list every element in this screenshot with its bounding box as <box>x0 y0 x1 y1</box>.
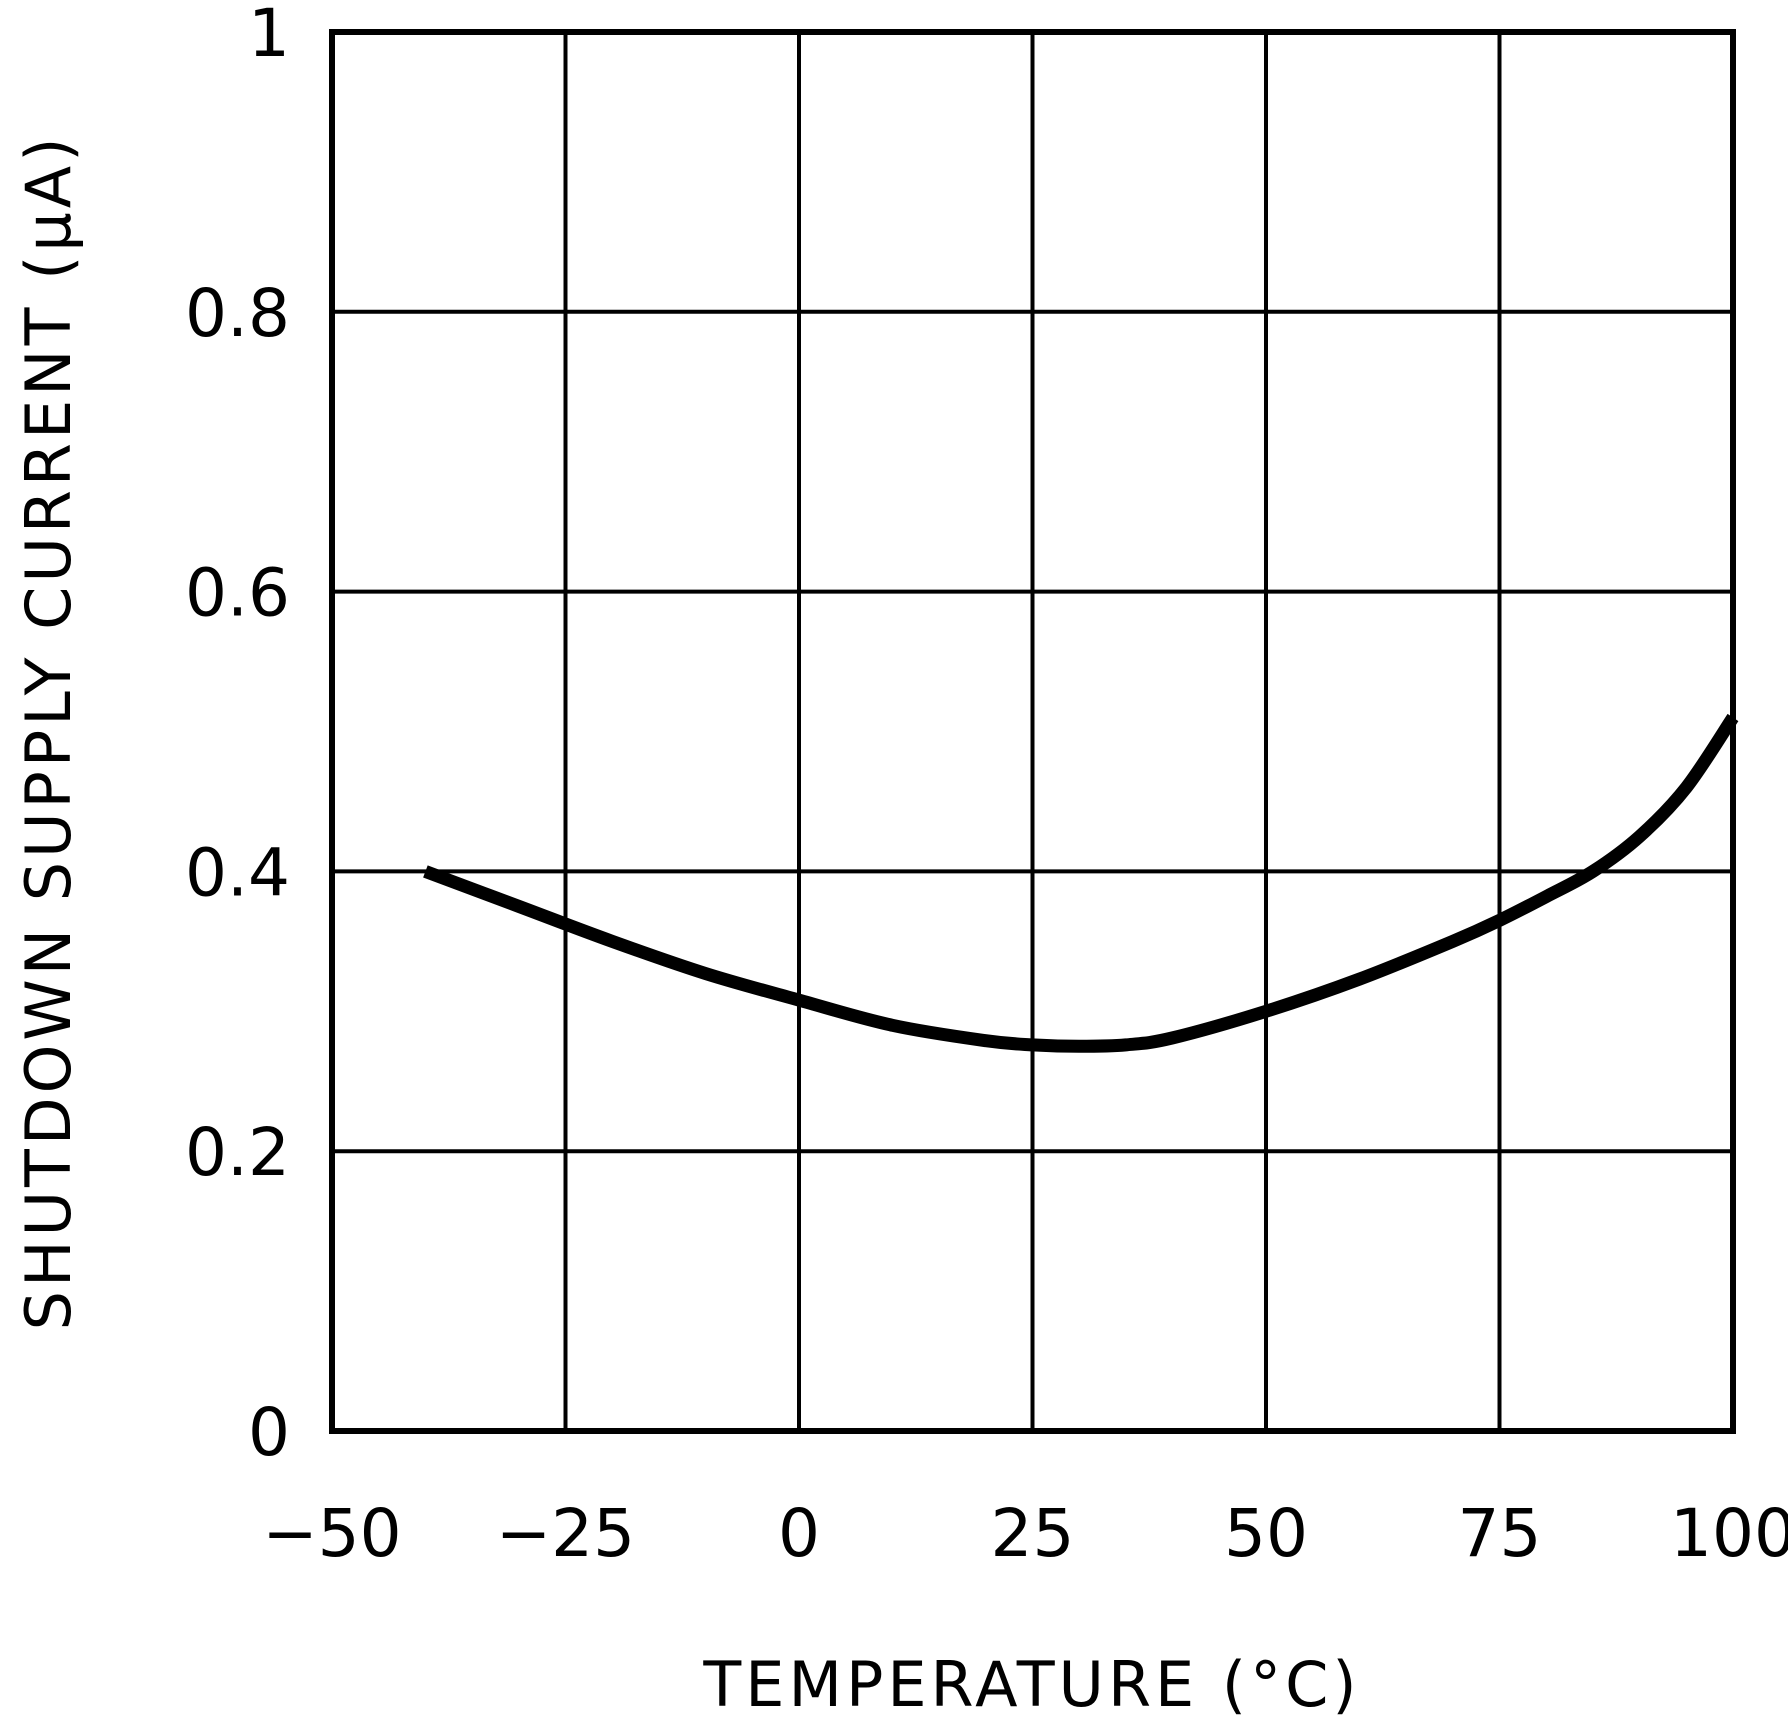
grid <box>330 30 1735 1433</box>
x-tick-labels: −50 −25 0 25 50 75 100 <box>262 1495 1788 1572</box>
x-tick-label: 75 <box>1458 1495 1542 1572</box>
x-tick-label: 50 <box>1224 1495 1308 1572</box>
x-tick-label: 100 <box>1670 1495 1788 1572</box>
x-tick-label: −50 <box>262 1495 401 1572</box>
y-tick-label: 1 <box>248 0 290 72</box>
x-axis-label: TEMPERATURE (°C) <box>702 1648 1360 1720</box>
plot-frame <box>329 29 1736 1434</box>
y-tick-label: 0.4 <box>185 834 290 911</box>
y-tick-labels: 0 0.2 0.4 0.6 0.8 1 <box>185 0 290 1471</box>
y-axis-label: SHUTDOWN SUPPLY CURRENT (µA) <box>12 134 85 1331</box>
y-tick-label: 0.8 <box>185 275 290 352</box>
x-tick-label: −25 <box>496 1495 635 1572</box>
y-tick-label: 0.2 <box>185 1114 290 1191</box>
series-line <box>423 713 1739 1053</box>
x-tick-label: 25 <box>991 1495 1075 1572</box>
y-tick-label: 0.6 <box>185 555 290 632</box>
y-tick-label: 0 <box>248 1394 290 1471</box>
x-tick-label: 0 <box>778 1495 820 1572</box>
